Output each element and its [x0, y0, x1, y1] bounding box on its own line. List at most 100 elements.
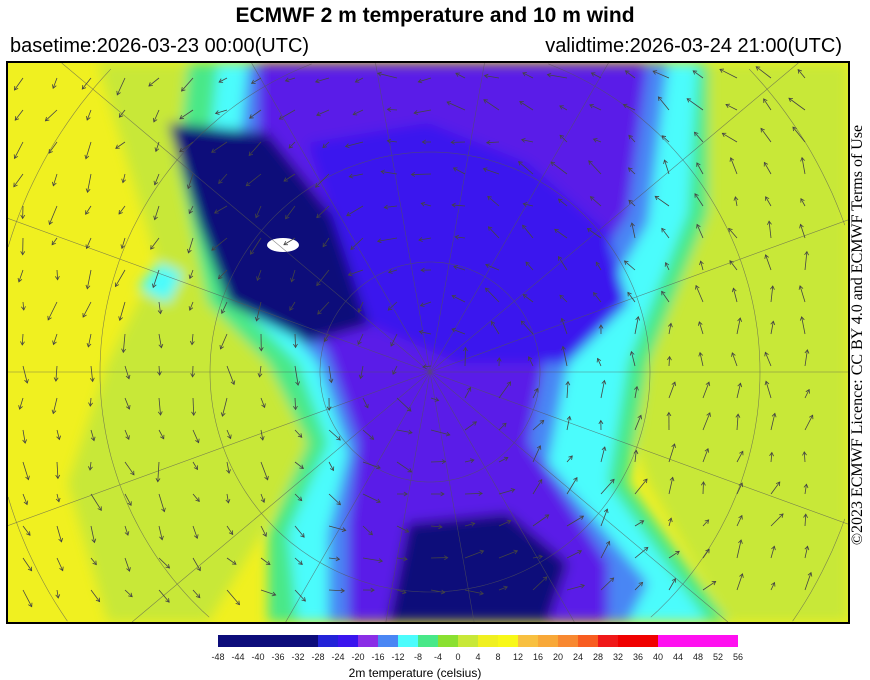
wind-arrow-head: [472, 421, 478, 426]
wind-arrow-head: [387, 269, 393, 274]
wind-arrow-head: [88, 466, 93, 471]
wind-arrow-head: [125, 374, 131, 380]
wind-arrow-head: [248, 151, 254, 157]
wind-arrow-head: [589, 196, 595, 201]
temperature-wind-map[interactable]: [6, 61, 850, 624]
wind-arrow: [357, 333, 364, 345]
wind-arrow: [248, 141, 262, 156]
wind-arrow: [634, 520, 644, 527]
wind-arrow-head: [55, 275, 60, 281]
wind-arrow: [47, 301, 58, 321]
wind-arrow-head: [301, 597, 306, 602]
wind-arrow: [770, 582, 775, 591]
wind-arrow: [451, 295, 466, 303]
wind-arrow-head: [249, 114, 254, 119]
wind-arrow-head: [264, 475, 269, 481]
wind-arrow-head: [698, 351, 704, 357]
wind-arrow: [218, 173, 228, 184]
colorbar-segment: [358, 635, 378, 647]
wind-arrow: [566, 584, 585, 591]
wind-arrow: [392, 365, 398, 375]
wind-arrow-head: [165, 598, 170, 603]
wind-arrow: [668, 477, 674, 495]
wind-arrow-head: [217, 274, 223, 280]
wind-arrow: [158, 493, 165, 512]
colorbar-tick: -8: [413, 652, 422, 662]
wind-arrow: [770, 546, 775, 559]
wind-arrow: [251, 77, 262, 84]
wind-arrow: [765, 381, 772, 399]
wind-arrow-head: [627, 291, 632, 297]
wind-arrow-head: [566, 415, 572, 421]
wind-arrow-head: [195, 497, 200, 503]
colorbar-tick: 16: [532, 652, 543, 662]
wind-arrow-head: [28, 602, 33, 608]
wind-arrow-head: [369, 435, 375, 440]
wind-arrow: [90, 429, 95, 441]
wind-arrow: [654, 195, 670, 207]
wind-arrow: [226, 461, 230, 474]
wind-arrow: [56, 269, 59, 280]
wind-arrow-head: [51, 409, 57, 415]
wind-arrow: [256, 301, 262, 321]
wind-arrow: [452, 204, 466, 207]
wind-arrow-head: [559, 294, 564, 300]
wind-arrow: [220, 333, 228, 350]
wind-arrow-head: [126, 567, 131, 572]
wind-arrow-head: [809, 414, 814, 420]
wind-arrow-head: [150, 245, 155, 250]
wind-arrow: [124, 429, 130, 440]
wind-arrow: [728, 228, 738, 239]
wind-arrow-head: [799, 223, 804, 229]
wind-arrow-head: [770, 285, 775, 290]
wind-arrow-head: [81, 85, 87, 90]
wind-arrow-head: [605, 540, 611, 546]
wind-arrow: [634, 478, 648, 495]
wind-arrow-head: [534, 387, 539, 393]
wind-arrow: [498, 520, 511, 527]
colorbar-segment: [598, 635, 618, 647]
wind-arrow: [86, 109, 92, 121]
wind-arrow: [464, 550, 484, 559]
wind-arrow: [358, 301, 364, 313]
wind-arrow-head: [760, 127, 765, 133]
wind-arrow-head: [231, 560, 237, 565]
wind-arrow: [188, 237, 194, 253]
wind-arrow-head: [561, 345, 566, 351]
wind-arrow: [14, 109, 24, 121]
wind-arrow-head: [764, 351, 769, 357]
wind-arrow: [124, 557, 130, 572]
wind-arrow: [600, 509, 608, 527]
wind-arrow-head: [125, 405, 131, 410]
wind-arrow-head: [152, 117, 158, 123]
wind-arrow-head: [25, 475, 30, 481]
wind-arrow-head: [666, 411, 672, 417]
wind-arrow-head: [315, 183, 320, 188]
wind-arrow: [291, 269, 296, 282]
wind-arrow: [628, 167, 636, 175]
latitude-circle: [748, 68, 846, 226]
wind-arrow-head: [438, 524, 443, 530]
wind-arrow: [255, 205, 262, 218]
wind-arrow-head: [420, 201, 426, 207]
wind-arrow: [396, 429, 413, 434]
wind-arrow: [86, 237, 92, 249]
wind-arrow: [532, 576, 548, 591]
wind-arrow: [294, 493, 303, 501]
wind-arrow-head: [336, 500, 342, 506]
wind-arrow: [87, 173, 92, 193]
wind-arrow: [498, 381, 511, 399]
wind-arrow-head: [522, 224, 527, 230]
wind-arrow: [81, 77, 92, 90]
wind-arrow-head: [159, 535, 164, 541]
wind-arrow-head: [154, 147, 160, 153]
wind-arrow-head: [121, 348, 126, 354]
wind-arrow-head: [386, 107, 392, 112]
wind-arrow: [595, 261, 602, 271]
wind-arrow: [702, 412, 711, 431]
wind-arrow-head: [603, 508, 609, 514]
wind-arrow: [89, 397, 92, 407]
wind-arrow: [430, 525, 443, 528]
wind-arrow-head: [160, 434, 165, 440]
wind-arrow-head: [44, 116, 50, 122]
